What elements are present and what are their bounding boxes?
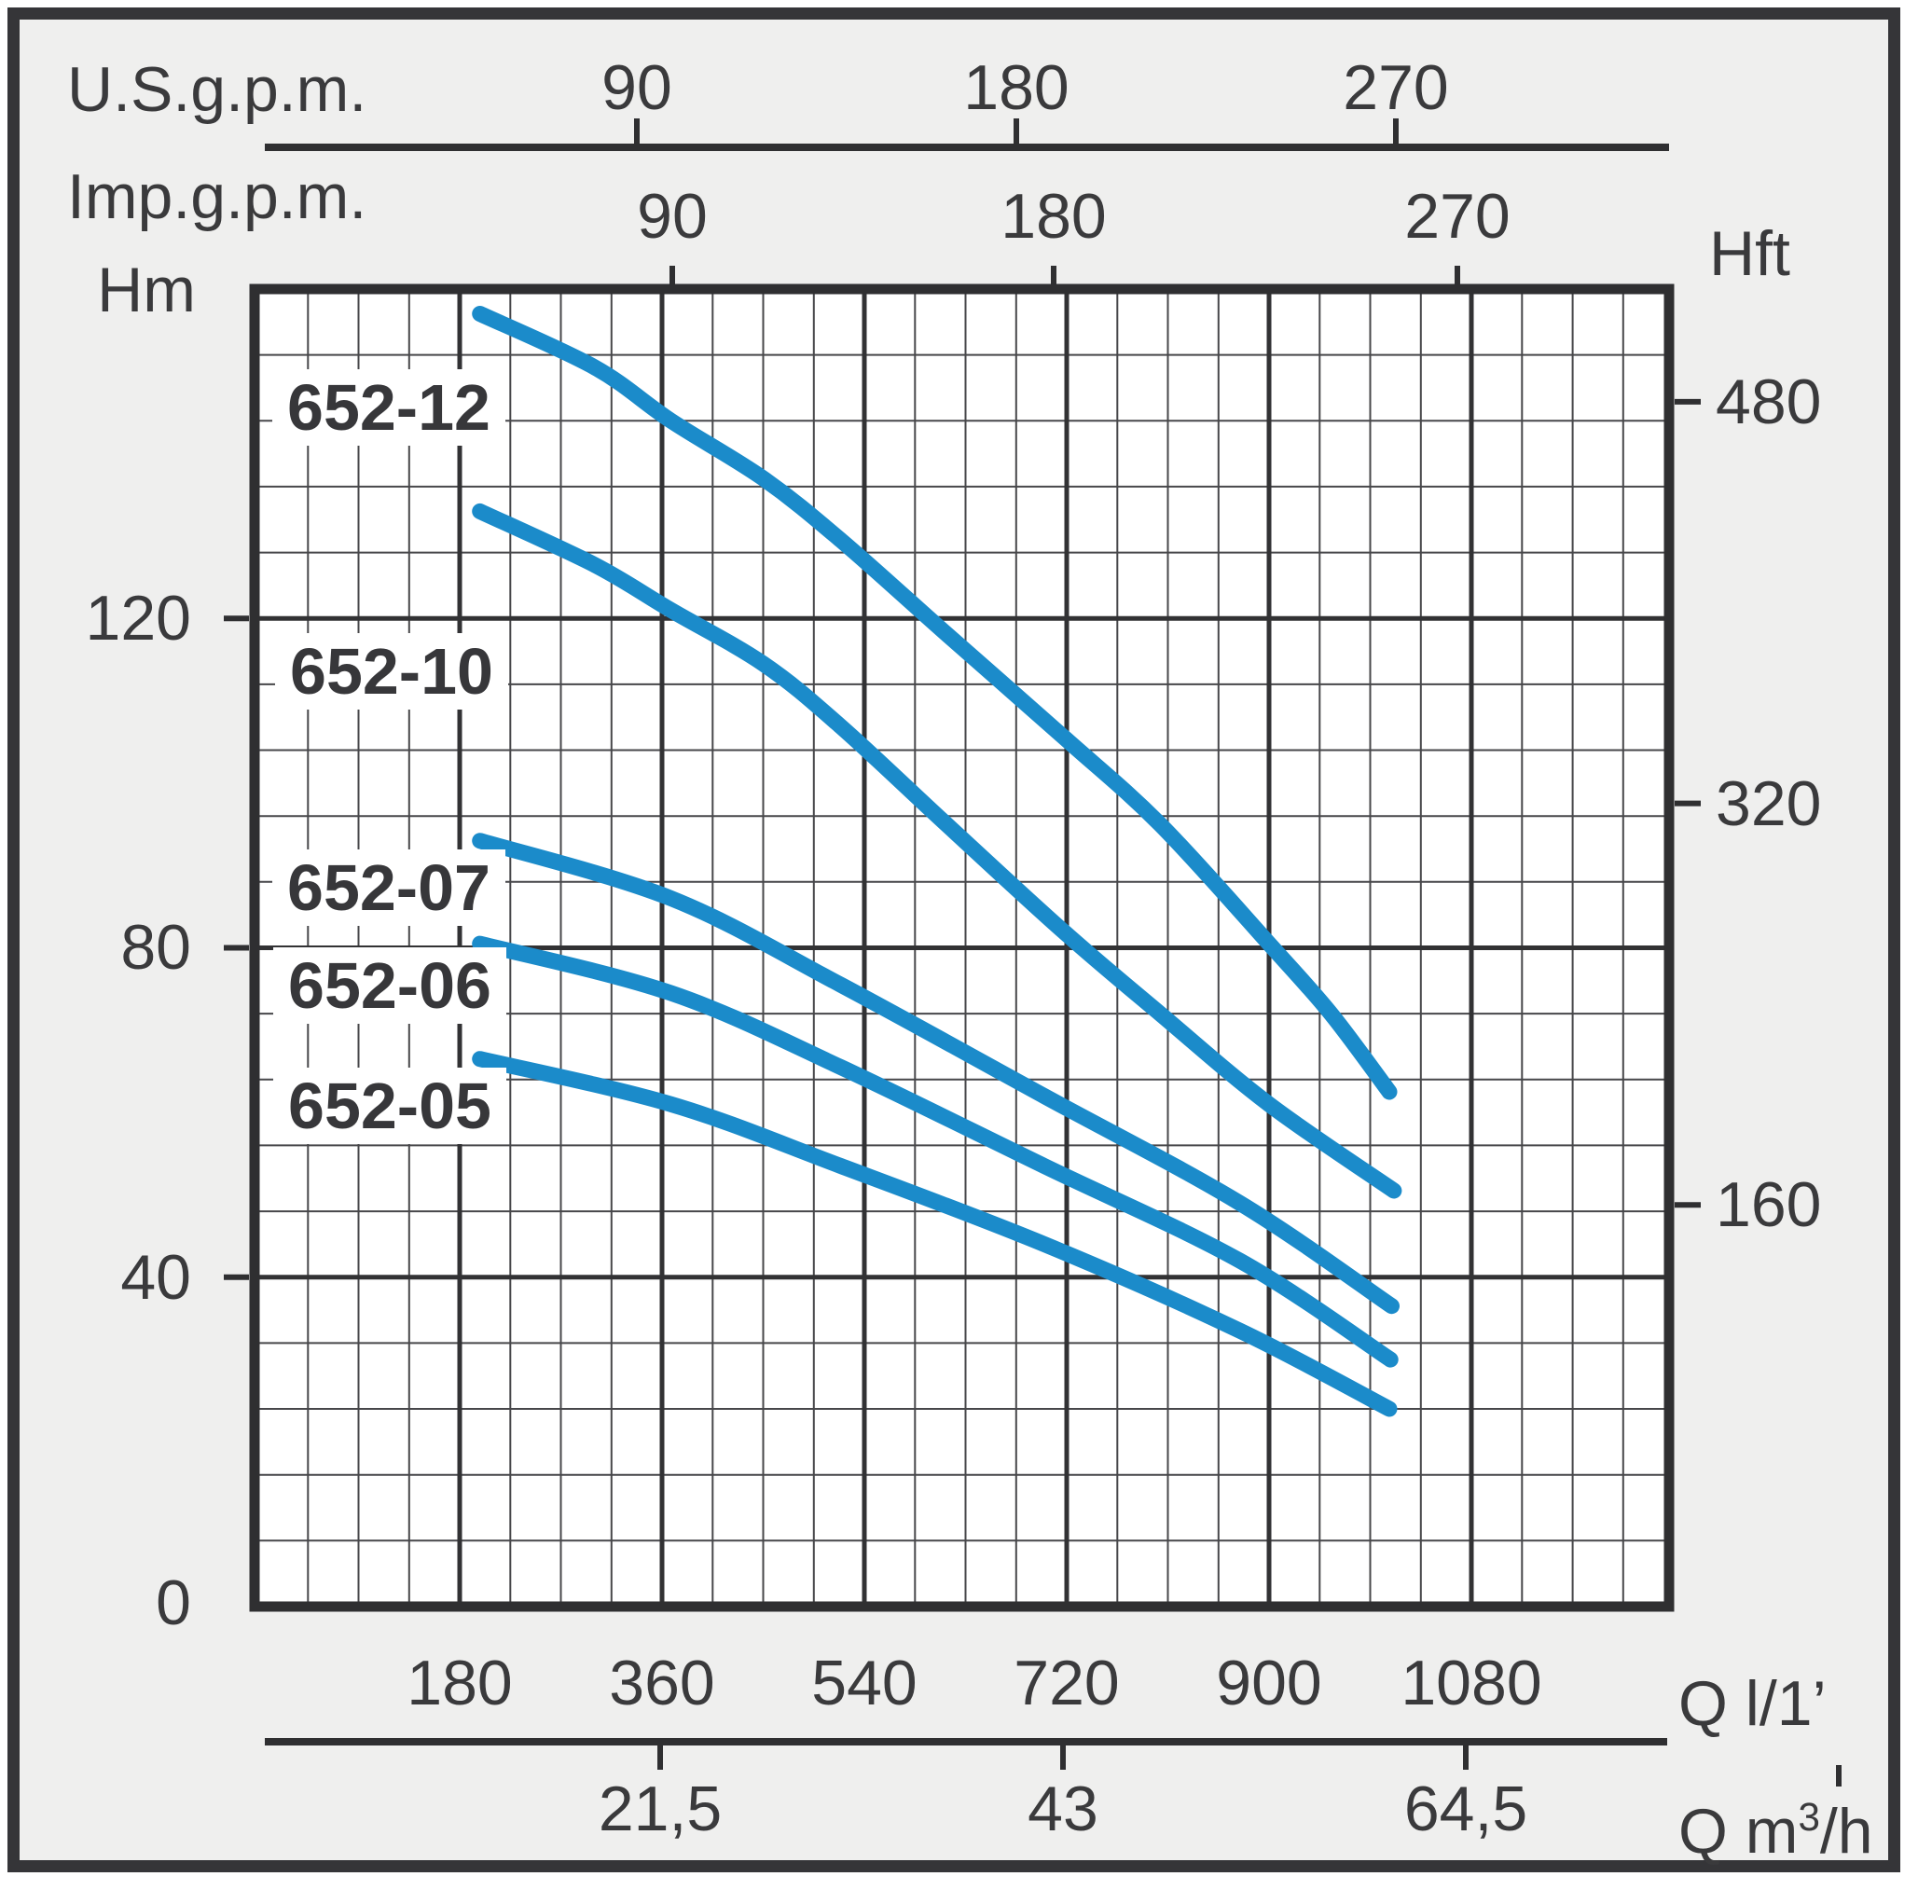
us-gpm-tick-180: 180 xyxy=(963,52,1070,123)
us-gpm-tick-90: 90 xyxy=(601,52,672,123)
hm-tick-80: 80 xyxy=(120,912,191,983)
flow-tick-1080: 1080 xyxy=(1401,1648,1542,1718)
curve-652-07 xyxy=(472,833,1400,1315)
curve-label-652-07: 652-07 xyxy=(272,849,505,926)
flow-tick-540: 540 xyxy=(811,1648,918,1718)
hft-tick-160: 160 xyxy=(1716,1169,1822,1240)
curve-label-652-05: 652-05 xyxy=(273,1068,506,1144)
us-gpm-tick-270: 270 xyxy=(1343,52,1449,123)
hm-tick-40: 40 xyxy=(120,1242,191,1313)
m3h-tick-21-5: 21,5 xyxy=(598,1773,723,1844)
imp-gpm-tick-270: 270 xyxy=(1404,181,1511,252)
hm-tick-120: 120 xyxy=(85,583,191,654)
axis-label-hft: Hft xyxy=(1709,218,1790,289)
m3h-tick-64-5: 64,5 xyxy=(1403,1773,1528,1844)
imp-gpm-tick-180: 180 xyxy=(1000,181,1107,252)
flow-tick-900: 900 xyxy=(1216,1648,1322,1718)
curve-652-10 xyxy=(472,503,1402,1199)
axis-label-imp-gpm: Imp.g.p.m. xyxy=(67,161,367,232)
hft-tick-480: 480 xyxy=(1716,366,1822,437)
curve-652-12 xyxy=(472,306,1398,1100)
curve-label-652-06: 652-06 xyxy=(273,947,506,1024)
hft-tick-320: 320 xyxy=(1716,768,1822,839)
axis-label-us-gpm: U.S.g.p.m. xyxy=(67,54,367,125)
flow-tick-360: 360 xyxy=(609,1648,715,1718)
flow-tick-180: 180 xyxy=(407,1648,513,1718)
hm-tick-0: 0 xyxy=(156,1567,191,1638)
axis-label-q-l-min: Q l/1’ xyxy=(1678,1668,1827,1739)
curve-label-652-10: 652-10 xyxy=(275,633,508,710)
curve-652-06 xyxy=(472,935,1399,1368)
axis-label-q-m3h: Q m3/h xyxy=(1678,1795,1873,1867)
axis-label-hm: Hm xyxy=(97,255,196,325)
m3h-tick-43: 43 xyxy=(1028,1773,1098,1844)
imp-gpm-tick-90: 90 xyxy=(637,181,708,252)
curve-label-652-12: 652-12 xyxy=(272,369,505,446)
flow-tick-720: 720 xyxy=(1014,1648,1120,1718)
curve-652-05 xyxy=(472,1051,1398,1417)
grid xyxy=(255,289,1669,1607)
plot-border xyxy=(249,283,1675,1612)
